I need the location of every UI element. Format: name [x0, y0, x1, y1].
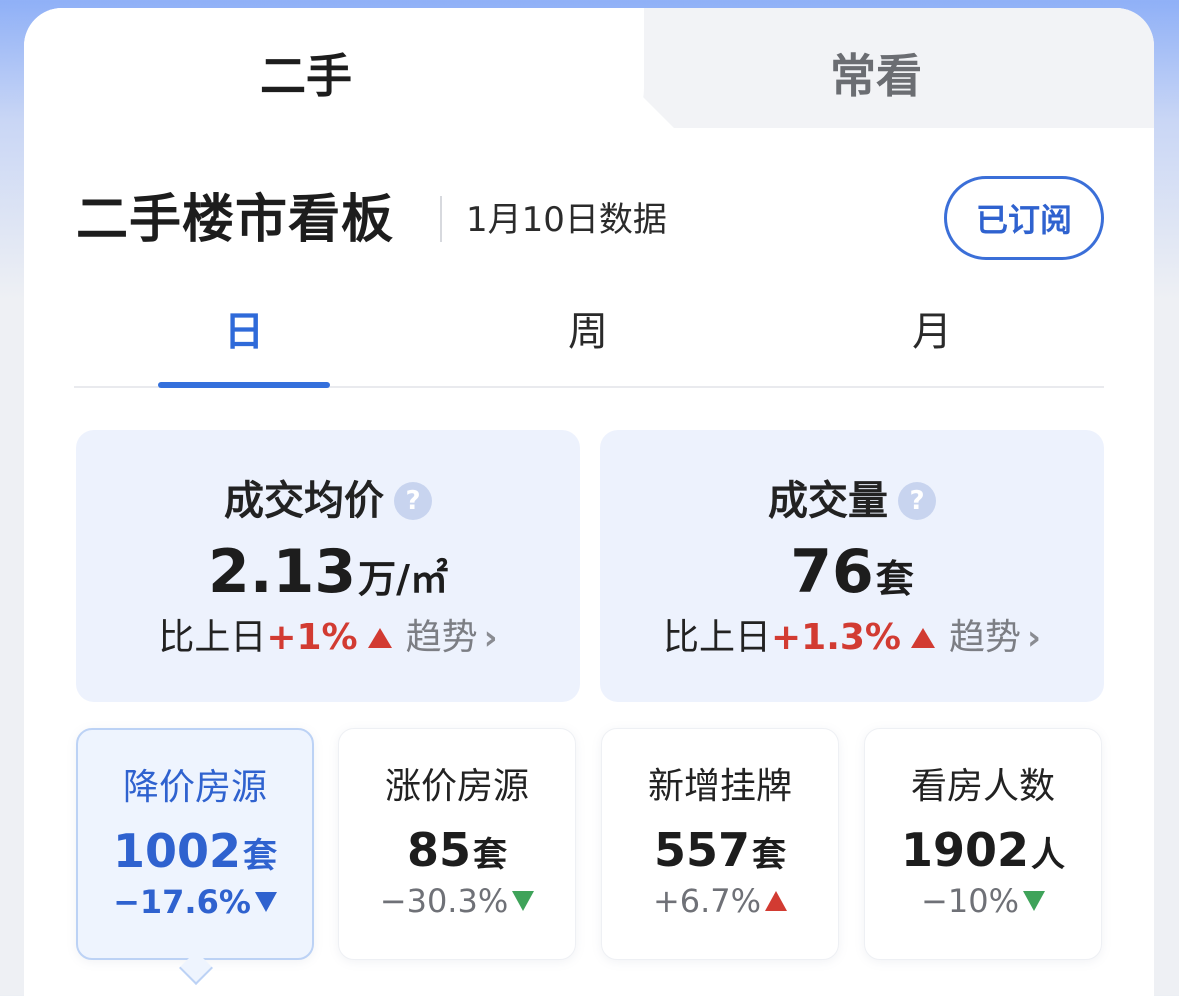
stat-number: 1902 [900, 823, 1030, 877]
tab-used-bg [24, 8, 644, 148]
market-dashboard-card: 二手 常看 二手楼市看板 1月10日数据 已订阅 日 周 月 成交均价 ? 2.… [24, 8, 1154, 996]
stat-change: −10% [921, 882, 1019, 920]
up-arrow-icon [367, 628, 392, 648]
stat-label: 看房人数 [910, 766, 1055, 807]
tab-watch-bg [564, 8, 1154, 128]
tab-day[interactable]: 日 [224, 309, 264, 355]
tab-used[interactable]: 二手 [260, 49, 352, 103]
compare-label: 比上日 [662, 617, 771, 658]
price-cut-listings-box[interactable]: 降价房源 1002 套 −17.6% [76, 728, 314, 960]
volume-box[interactable]: 成交量 ? 76 套 比上日 +1.3% 趋势 › [600, 430, 1104, 702]
header-divider [440, 196, 442, 242]
volume-value: 76 套 [600, 536, 1104, 608]
trend-link[interactable]: 趋势 [949, 617, 1022, 658]
stat-label: 涨价房源 [384, 766, 529, 807]
stat-change: +6.7% [652, 882, 762, 920]
stat-number: 557 [653, 823, 751, 877]
compare-label: 比上日 [158, 617, 267, 658]
tab-month[interactable]: 月 [912, 309, 952, 355]
avg-price-title: 成交均价 [224, 478, 384, 524]
stat-number: 1002 [112, 824, 242, 878]
down-arrow-icon [512, 891, 535, 911]
avg-price-compare[interactable]: 比上日 +1% 趋势 › [76, 614, 580, 662]
up-arrow-icon [765, 891, 788, 911]
avg-price-unit: 万/㎡ [358, 557, 448, 601]
stat-unit: 人 [1031, 835, 1066, 875]
trend-link[interactable]: 趋势 [405, 617, 478, 658]
question-circle-icon[interactable]: ? [898, 482, 936, 520]
chevron-right-icon: › [1027, 618, 1042, 658]
tab-watch[interactable]: 常看 [830, 49, 922, 103]
up-arrow-icon [911, 628, 935, 648]
top-tabs: 二手 常看 [24, 8, 1154, 148]
viewers-count-box[interactable]: 看房人数 1902 人 −10% [864, 728, 1102, 960]
down-arrow-icon [254, 892, 277, 912]
volume-unit: 套 [875, 557, 914, 601]
stat-label: 降价房源 [122, 767, 267, 808]
avg-price-value: 2.13 万/㎡ [76, 536, 580, 608]
subscribe-button[interactable]: 已订阅 [944, 176, 1104, 260]
stat-unit: 套 [752, 835, 787, 875]
page-title: 二手楼市看板 [76, 190, 395, 250]
stat-unit: 套 [243, 836, 278, 876]
tab-week[interactable]: 周 [568, 309, 608, 355]
period-tabs: 日 周 月 [74, 298, 1104, 388]
stat-label: 新增挂牌 [647, 766, 792, 807]
stat-change: −30.3% [379, 882, 509, 920]
avg-price-box[interactable]: 成交均价 ? 2.13 万/㎡ 比上日 +1% 趋势 › [76, 430, 580, 702]
price-rise-listings-box[interactable]: 涨价房源 85 套 −30.3% [338, 728, 576, 960]
data-date: 1月10日数据 [466, 200, 667, 240]
volume-title: 成交量 [768, 478, 888, 524]
avg-price-change: +1% [266, 617, 358, 658]
down-arrow-icon [1022, 891, 1045, 911]
stat-number: 85 [406, 823, 471, 877]
period-underline [158, 382, 330, 388]
avg-price-number: 2.13 [208, 537, 357, 607]
stat-change: −17.6% [113, 883, 251, 921]
volume-number: 76 [790, 537, 874, 607]
new-listings-box[interactable]: 新增挂牌 557 套 +6.7% [601, 728, 839, 960]
volume-compare[interactable]: 比上日 +1.3% 趋势 › [600, 614, 1104, 662]
stat-unit: 套 [473, 835, 507, 875]
chevron-right-icon: › [483, 618, 498, 658]
question-circle-icon[interactable]: ? [394, 482, 432, 520]
volume-change: +1.3% [770, 617, 901, 658]
